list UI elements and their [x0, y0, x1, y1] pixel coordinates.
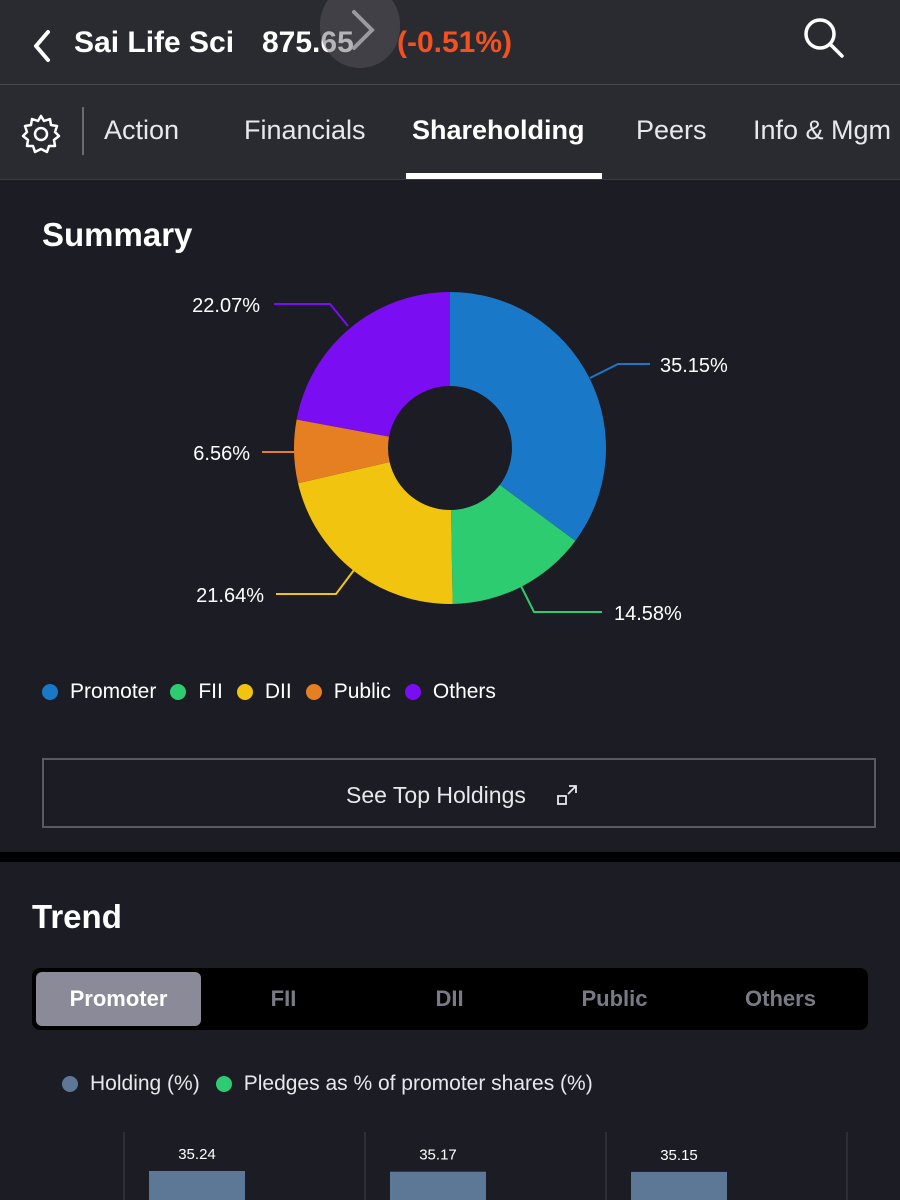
- donut-slice-public[interactable]: [294, 419, 390, 484]
- legend-item-dii[interactable]: DII: [236, 680, 292, 704]
- donut-slice-promoter[interactable]: [450, 292, 606, 541]
- tab-financials[interactable]: Financials: [244, 115, 366, 145]
- tab-bar: Action Financials Shareholding Peers Inf…: [0, 85, 900, 180]
- top-bar: Sai Life Sci 875.65 (-0.51%): [0, 0, 900, 85]
- segment-dii[interactable]: DII: [435, 986, 464, 1011]
- external-link-icon: [557, 785, 577, 805]
- data-label-dii: 21.64%: [196, 585, 264, 607]
- tab-peers[interactable]: Peers: [636, 115, 707, 145]
- holding-trend-bar-chart: 35.24 35.17 35.15: [123, 1132, 848, 1200]
- donut-slice-dii[interactable]: [298, 462, 453, 604]
- trend-legend: Holding (%) Pledges as % of promoter sha…: [62, 1072, 609, 1096]
- holding-value-label-0: 35.24: [178, 1146, 216, 1163]
- legend-dot-others: [404, 684, 421, 700]
- tab-shareholding[interactable]: Shareholding: [412, 115, 585, 145]
- stock-change: (-0.51%): [397, 26, 513, 59]
- see-top-holdings-label: See Top Holdings: [346, 782, 526, 808]
- see-top-holdings-button[interactable]: See Top Holdings: [42, 758, 876, 828]
- legend-item-fii[interactable]: FII: [170, 680, 223, 704]
- segment-fii[interactable]: FII: [270, 986, 297, 1011]
- leader-line-fii: [519, 583, 602, 613]
- legend-dot-pledges: [215, 1076, 232, 1092]
- legend-dot-holding: [62, 1076, 78, 1092]
- trend-title: Trend: [32, 898, 122, 935]
- trend-segment-control: Promoter FII DII Public Others: [32, 968, 868, 1030]
- legend-dot-public: [305, 684, 322, 700]
- holding-bar-0[interactable]: [149, 1171, 245, 1200]
- data-label-others: 22.07%: [192, 295, 260, 317]
- section-separator: [0, 852, 900, 862]
- data-label-public: 6.56%: [193, 443, 250, 465]
- legend-item-promoter[interactable]: Promoter: [42, 680, 156, 704]
- legend-label-promoter: Promoter: [70, 680, 157, 703]
- stock-name: Sai Life Sci: [74, 26, 235, 59]
- legend-item-others[interactable]: Others: [404, 680, 496, 704]
- leader-line-others: [274, 303, 349, 327]
- summary-legend: Promoter FII DII Public Others: [42, 678, 510, 706]
- holding-value-label-1: 35.17: [419, 1147, 457, 1164]
- legend-dot-fii: [170, 684, 187, 700]
- chevron-right-icon: [352, 10, 375, 50]
- scroll-overlay-chevron[interactable]: [320, 0, 400, 68]
- summary-title: Summary: [42, 216, 193, 253]
- legend-label-public: Public: [333, 680, 391, 703]
- holding-bar-1[interactable]: [390, 1171, 486, 1200]
- holding-bar-2[interactable]: [631, 1171, 727, 1200]
- gear-icon[interactable]: [20, 113, 62, 155]
- stock-price: 875.65: [262, 26, 354, 59]
- legend-dot-dii: [236, 684, 253, 700]
- legend-label-fii: FII: [198, 680, 223, 703]
- leader-line-promoter: [589, 363, 650, 379]
- legend-label-dii: DII: [264, 680, 292, 703]
- segment-others[interactable]: Others: [745, 986, 816, 1011]
- legend-dot-promoter: [42, 684, 58, 700]
- data-label-promoter: 35.15%: [660, 355, 728, 377]
- legend-item-public[interactable]: Public: [305, 680, 391, 704]
- legend-label-holding: Holding (%): [90, 1072, 200, 1095]
- holding-value-label-2: 35.15: [660, 1147, 698, 1164]
- legend-label-pledges: Pledges as % of promoter shares (%): [243, 1072, 593, 1095]
- search-icon[interactable]: [800, 14, 848, 62]
- leader-line-dii: [276, 569, 355, 595]
- tab-divider: [82, 107, 84, 155]
- segment-promoter[interactable]: Promoter: [36, 972, 201, 1026]
- donut-slice-fii[interactable]: [451, 484, 576, 604]
- data-label-fii: 14.58%: [614, 603, 682, 625]
- tab-info-mgmt[interactable]: Info & Mgm: [753, 115, 892, 145]
- back-icon[interactable]: [28, 26, 58, 66]
- legend-item-holding[interactable]: Holding (%): [62, 1072, 200, 1096]
- shareholding-donut-chart: 35.15% 14.58% 21.64% 6.56% 22.07%: [192, 291, 728, 625]
- segment-public[interactable]: Public: [581, 986, 648, 1011]
- active-tab-indicator: [406, 173, 602, 179]
- donut-slice-others[interactable]: [296, 291, 450, 437]
- tab-action[interactable]: Action: [104, 115, 180, 145]
- legend-item-pledges[interactable]: Pledges as % of promoter shares (%): [215, 1072, 593, 1096]
- legend-label-others: Others: [432, 680, 496, 703]
